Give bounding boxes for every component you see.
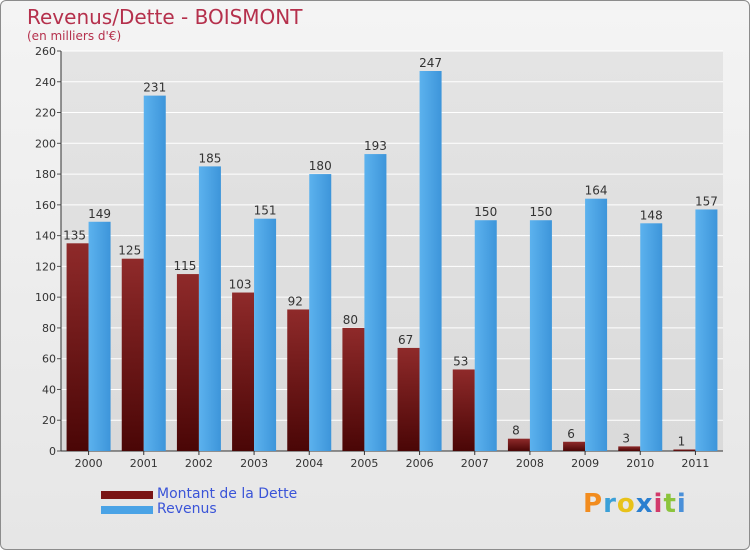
bar-dette — [452, 369, 475, 451]
data-label-dette: 53 — [453, 354, 468, 368]
legend-label-revenus: Revenus — [157, 501, 217, 517]
bar-dette — [287, 309, 310, 451]
data-label-revenus: 157 — [695, 194, 718, 208]
data-label-revenus: 185 — [198, 151, 221, 165]
chart-title: Revenus/Dette - BOISMONT — [27, 5, 303, 29]
plot-area — [61, 51, 723, 451]
bar-revenus — [309, 174, 332, 452]
brand-letter: o — [616, 489, 636, 519]
x-tick-label: 2008 — [516, 457, 544, 470]
data-label-revenus: 150 — [474, 205, 497, 219]
bar-dette — [232, 292, 255, 451]
y-tick-label: 100 — [35, 291, 56, 304]
x-tick-label: 2000 — [75, 457, 103, 470]
x-tick-label: 2004 — [295, 457, 323, 470]
bar-dette — [66, 243, 89, 451]
data-label-revenus: 150 — [529, 205, 552, 219]
brand-letter: i — [653, 489, 664, 519]
bar-revenus — [585, 198, 608, 451]
y-tick-label: 0 — [49, 445, 56, 458]
data-label-dette: 1 — [678, 434, 686, 448]
bar-revenus — [143, 95, 166, 451]
y-tick-label: 60 — [42, 353, 56, 366]
y-tick-label: 20 — [42, 414, 56, 427]
bar-revenus — [529, 220, 552, 451]
x-tick-label: 2007 — [461, 457, 489, 470]
data-label-dette: 67 — [398, 333, 413, 347]
data-label-revenus: 149 — [88, 207, 111, 221]
y-tick-label: 120 — [35, 260, 56, 273]
brand-letter: t — [663, 489, 677, 519]
y-tick-label: 200 — [35, 137, 56, 150]
bar-dette — [618, 446, 641, 451]
bar-revenus — [364, 154, 387, 452]
data-label-dette: 3 — [622, 431, 630, 445]
legend-swatch-dette — [101, 491, 153, 499]
chart-subtitle: (en milliers d'€) — [27, 29, 122, 43]
y-tick-label: 220 — [35, 107, 56, 120]
data-label-revenus: 247 — [419, 56, 442, 70]
bar-revenus — [198, 166, 221, 451]
y-tick-label: 240 — [35, 76, 56, 89]
bar-dette — [673, 449, 696, 451]
bar-revenus — [474, 220, 497, 451]
bar-dette — [397, 347, 420, 451]
data-label-revenus: 193 — [364, 139, 387, 153]
x-tick-label: 2011 — [681, 457, 709, 470]
data-label-dette: 8 — [512, 424, 520, 438]
data-label-dette: 115 — [173, 259, 196, 273]
brand-letter: r — [603, 489, 617, 519]
bar-dette — [507, 438, 530, 451]
data-label-revenus: 151 — [254, 204, 277, 218]
x-tick-label: 2002 — [185, 457, 213, 470]
data-label-dette: 80 — [343, 313, 358, 327]
data-label-dette: 103 — [229, 278, 252, 292]
bar-dette — [121, 258, 144, 451]
x-tick-label: 2003 — [240, 457, 268, 470]
brand-letter: i — [676, 489, 687, 519]
y-tick-label: 260 — [35, 45, 56, 58]
y-tick-label: 180 — [35, 168, 56, 181]
legend-label-dette: Montant de la Dette — [157, 486, 298, 502]
x-tick-label: 2001 — [130, 457, 158, 470]
brand-logo: Proxiti — [583, 489, 687, 519]
bar-revenus — [640, 223, 663, 451]
data-label-dette: 92 — [288, 294, 303, 308]
bar-dette — [342, 327, 365, 451]
data-label-revenus: 164 — [585, 184, 608, 198]
data-label-dette: 6 — [567, 427, 575, 441]
brand-letter: x — [635, 489, 654, 519]
y-tick-label: 80 — [42, 322, 56, 335]
y-tick-label: 160 — [35, 199, 56, 212]
data-label-revenus: 180 — [309, 159, 332, 173]
bar-dette — [176, 274, 199, 451]
bar-dette — [563, 441, 586, 451]
bar-revenus — [254, 218, 277, 451]
bar-revenus — [695, 209, 718, 451]
x-tick-label: 2006 — [406, 457, 434, 470]
data-label-revenus: 148 — [640, 208, 663, 222]
brand-letter: P — [583, 489, 604, 519]
data-label-dette: 135 — [63, 228, 86, 242]
data-label-dette: 125 — [118, 244, 141, 258]
y-tick-label: 40 — [42, 383, 56, 396]
x-tick-label: 2005 — [350, 457, 378, 470]
x-tick-label: 2010 — [626, 457, 654, 470]
y-tick-label: 140 — [35, 230, 56, 243]
x-tick-label: 2009 — [571, 457, 599, 470]
data-label-revenus: 231 — [143, 81, 166, 95]
bar-revenus — [88, 221, 111, 451]
bar-revenus — [419, 71, 442, 451]
legend-swatch-revenus — [101, 506, 153, 514]
